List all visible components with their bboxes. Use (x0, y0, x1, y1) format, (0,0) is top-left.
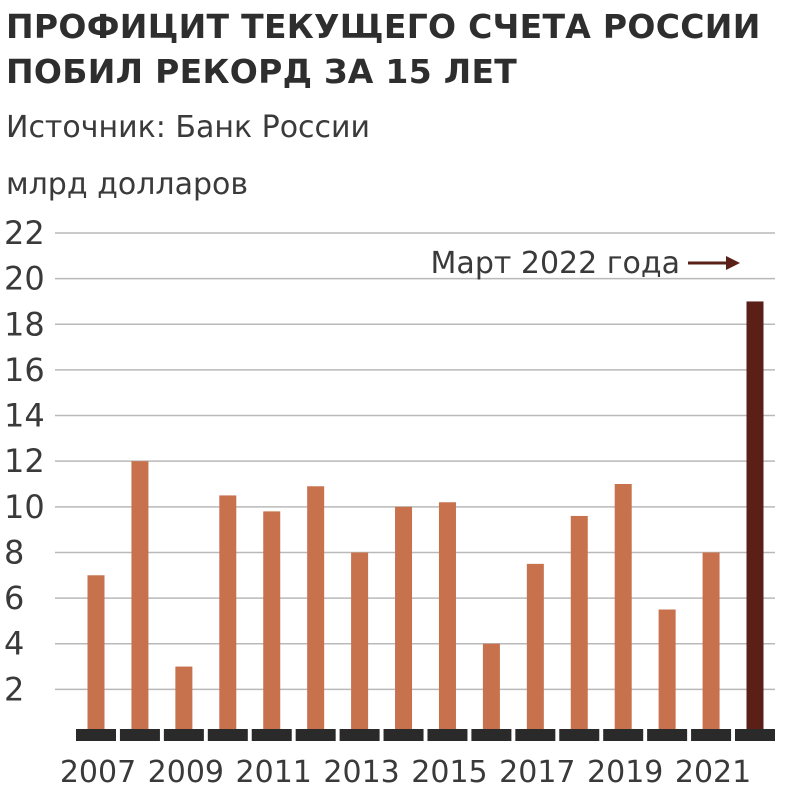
bar-2011 (263, 511, 281, 735)
baseline-segment (603, 729, 644, 741)
baseline-segment (339, 729, 380, 741)
grid-lines (55, 232, 775, 691)
y-axis-unit: млрд долларов (6, 167, 249, 202)
y-tick-label: 22 (4, 214, 45, 252)
bar-2016 (482, 643, 500, 735)
baseline-segment (559, 729, 600, 741)
y-tick-label: 2 (4, 670, 24, 708)
annotation: Март 2022 года (431, 246, 740, 281)
baseline-segment (251, 729, 292, 741)
baseline-segment (647, 729, 688, 741)
x-tick-labels: 2007 2009 2011 2013 2015 2017 2019 2021 (60, 755, 751, 785)
bar-2010 (219, 495, 237, 735)
baseline-segment (295, 729, 336, 741)
baseline-segment (691, 729, 732, 741)
x-tick-label: 2007 (60, 755, 136, 785)
title-line-1: ПРОФИЦИТ ТЕКУЩЕГО СЧЕТА РОССИИ (6, 7, 761, 46)
annotation-arrow-head (726, 256, 740, 270)
chart-title: ПРОФИЦИТ ТЕКУЩЕГО СЧЕТА РОССИИ ПОБИЛ РЕК… (6, 4, 796, 94)
bar-2008 (131, 461, 149, 735)
baseline-segment (163, 729, 204, 741)
x-tick-label: 2019 (587, 755, 663, 785)
bar-2007 (87, 575, 105, 735)
y-tick-label: 14 (4, 397, 45, 435)
baseline-segments (76, 729, 775, 741)
source-note: Источник: Банк России (6, 110, 371, 145)
x-tick-label: 2011 (236, 755, 312, 785)
bar-Март 2022 (746, 301, 764, 735)
baseline-segment (207, 729, 248, 741)
y-tick-labels: 2 4 6 8 10 12 14 16 18 20 22 (4, 214, 45, 708)
y-tick-label: 4 (4, 625, 24, 663)
y-tick-label: 12 (4, 442, 45, 480)
bar-2017 (526, 563, 544, 735)
baseline-segment (76, 729, 116, 741)
y-tick-label: 8 (4, 533, 24, 571)
baseline-segment (427, 729, 468, 741)
y-tick-label: 18 (4, 305, 45, 343)
bar-2012 (307, 486, 325, 735)
bar-2019 (614, 484, 632, 735)
baseline-segment (471, 729, 512, 741)
bar-2009 (175, 666, 193, 735)
y-tick-label: 16 (4, 351, 45, 389)
x-tick-label: 2009 (148, 755, 224, 785)
bar-2013 (351, 552, 369, 735)
y-tick-label: 10 (4, 488, 45, 526)
bar-2014 (395, 506, 413, 735)
baseline-segment (119, 729, 160, 741)
y-tick-label: 6 (4, 579, 24, 617)
title-line-2: ПОБИЛ РЕКОРД ЗА 15 ЛЕТ (6, 52, 518, 91)
bar-2021 (702, 552, 720, 735)
x-tick-label: 2021 (675, 755, 751, 785)
x-tick-label: 2015 (411, 755, 487, 785)
bars (87, 301, 764, 735)
baseline-segment (515, 729, 556, 741)
annotation-label: Март 2022 года (431, 246, 680, 281)
bar-2015 (438, 502, 456, 735)
y-tick-label: 20 (4, 260, 45, 298)
x-tick-label: 2017 (499, 755, 575, 785)
x-tick-label: 2013 (323, 755, 399, 785)
bar-2018 (570, 515, 588, 735)
baseline-segment (735, 729, 775, 741)
bar-2020 (658, 609, 676, 735)
baseline-segment (383, 729, 424, 741)
